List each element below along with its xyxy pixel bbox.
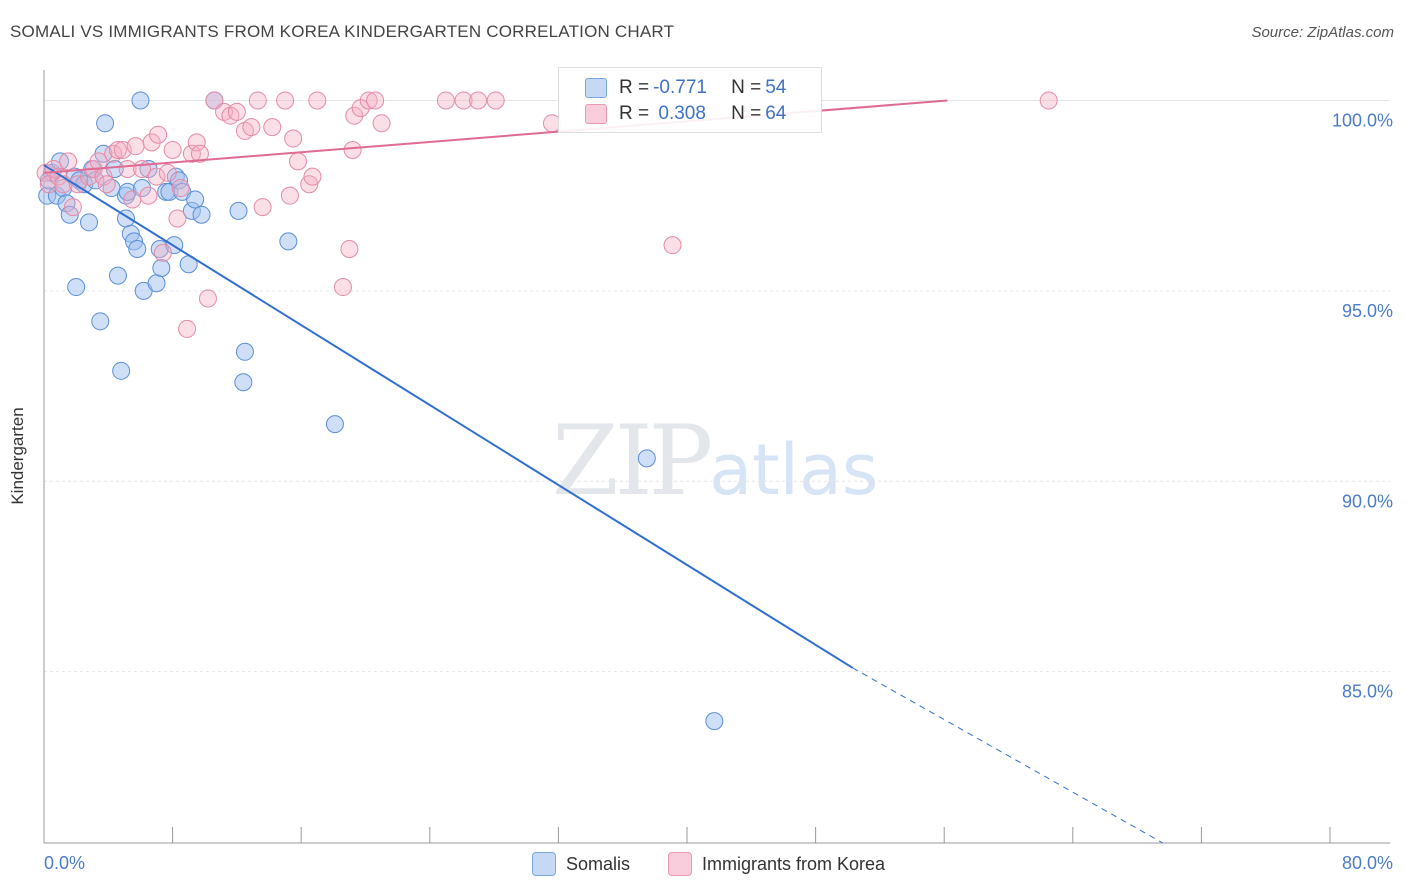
point-somalis [112,361,131,380]
point-korea [308,91,327,110]
point-somalis [131,91,150,110]
point-korea [253,198,272,217]
point-korea [142,133,161,152]
point-somalis [147,274,166,293]
point-korea [187,133,206,152]
trend-line-somalis-extension [852,667,1164,844]
point-korea [126,137,145,156]
legend-n-label: N = [731,103,762,124]
point-korea [158,163,177,182]
legend-n-value: 64 [765,103,787,124]
tick-labels: 85.0% 90.0% 95.0% 100.0% 0.0% 80.0% [44,110,1393,873]
point-somalis [80,213,99,232]
legend-swatch-somalis [585,78,607,98]
legend-r-label: R = [619,103,650,124]
point-korea [663,236,682,255]
point-korea [118,160,137,179]
point-korea [359,91,378,110]
point-somalis [637,449,656,468]
point-korea [168,209,187,228]
chart-title: SOMALI VS IMMIGRANTS FROM KOREA KINDERGA… [10,22,675,41]
point-korea [372,114,391,133]
point-korea [303,167,322,186]
watermark-sub: atlas [709,429,879,511]
point-somalis [96,114,115,133]
point-korea [280,186,299,205]
point-korea [97,175,116,194]
legend-row-korea: R = 0.308 N = 64 [585,102,786,126]
point-korea [343,140,362,159]
x-tick-label: 0.0% [44,853,85,873]
point-somalis [186,190,205,209]
point-korea [63,198,82,217]
data-points [36,91,1058,731]
point-korea [149,125,168,144]
point-somalis [705,712,724,731]
point-korea [366,91,385,110]
point-korea [284,129,303,148]
bottom-swatch-korea [668,852,692,876]
legend-swatch-korea [585,104,607,124]
point-somalis [235,342,254,361]
trend-lines [43,99,1164,844]
bottom-legend-korea: Immigrants from Korea [668,852,885,876]
legend-n-value: 54 [765,77,787,98]
point-korea [276,91,295,110]
point-somalis [152,259,171,278]
legend-r-value: 0.308 [653,103,706,124]
point-korea [263,118,282,137]
y-tick-label: 90.0% [1342,491,1393,511]
y-tick-label: 95.0% [1342,301,1393,321]
legend-row-somalis: R = -0.771 N = 54 [585,76,786,100]
legend-r-label: R = [619,77,650,98]
point-somalis [325,415,344,434]
point-korea [147,167,166,186]
point-korea [486,91,505,110]
point-korea [469,91,488,110]
source-label: Source: ZipAtlas.com [1251,24,1394,41]
point-korea [345,106,364,125]
point-korea [340,239,359,258]
point-korea [454,91,473,110]
point-korea [190,144,209,163]
trend-line-somalis [43,164,854,669]
bottom-legend-somalis: Somalis [532,852,630,876]
point-korea [59,152,78,171]
point-korea [171,179,190,198]
point-somalis [192,205,211,224]
point-somalis [229,201,248,220]
bottom-swatch-somalis [532,852,556,876]
bottom-label-somalis: Somalis [566,853,631,874]
correlation-legend: R = -0.771 N = 54 R = 0.308 N = 64 [558,67,822,133]
bottom-label-korea: Immigrants from Korea [702,853,886,874]
legend-r-value: -0.771 [653,77,707,98]
point-korea [123,190,142,209]
point-korea [333,278,352,297]
point-korea [248,91,267,110]
point-somalis [108,266,127,285]
y-tick-label: 100.0% [1332,110,1393,130]
point-somalis [91,312,110,331]
legend-n-label: N = [731,77,762,98]
point-korea [198,289,217,308]
point-korea [153,243,172,262]
point-somalis [128,239,147,258]
point-korea [242,118,261,137]
point-korea [108,140,127,159]
point-korea [436,91,455,110]
point-korea [1039,91,1058,110]
point-somalis [234,373,253,392]
point-korea [178,319,197,338]
y-tick-label: 85.0% [1342,682,1393,702]
x-tick-label: 80.0% [1342,853,1393,873]
point-somalis [67,278,86,297]
y-axis-label: Kindergarten [8,407,27,505]
point-somalis [279,232,298,251]
point-korea [288,152,307,171]
point-korea [227,102,246,121]
point-korea [163,140,182,159]
point-korea [139,186,158,205]
